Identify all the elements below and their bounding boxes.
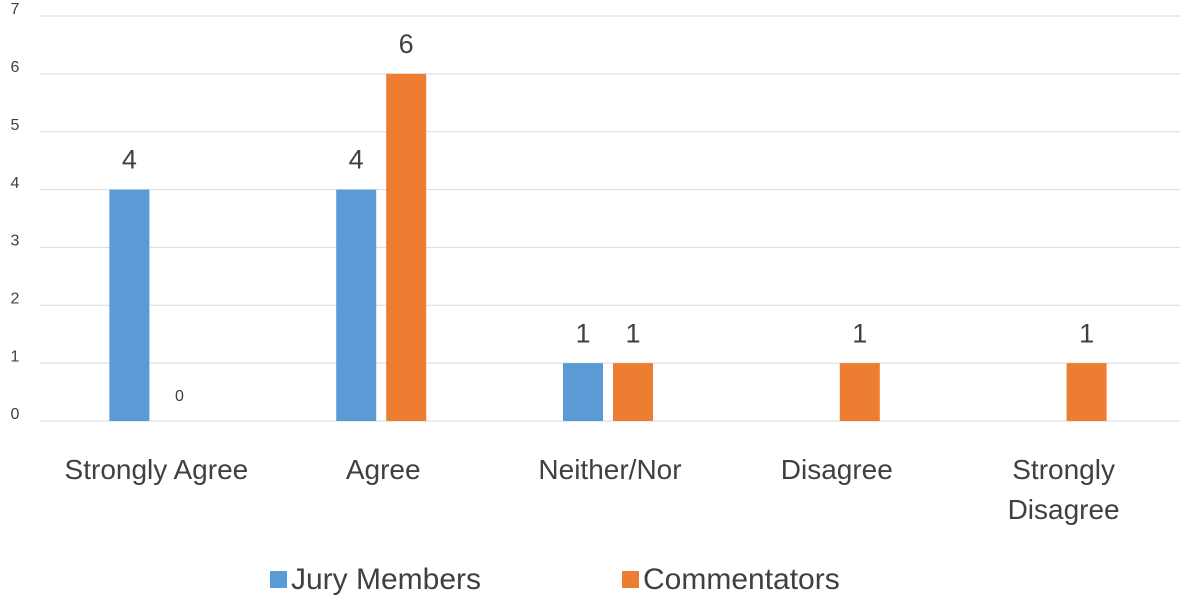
- bar: [386, 73, 427, 421]
- y-tick-label: 7: [11, 1, 20, 18]
- legend-label: Jury Members: [291, 563, 481, 596]
- y-tick-label: 5: [11, 117, 20, 134]
- bar: [1066, 363, 1107, 421]
- y-tick-label: 3: [11, 233, 20, 250]
- data-label: 1: [1079, 318, 1094, 348]
- bar: [613, 363, 653, 421]
- y-tick-label: 6: [11, 59, 20, 76]
- x-tick-label: Strongly Agree: [64, 454, 249, 485]
- legend-swatch: [270, 571, 287, 588]
- y-tick-label: 0: [11, 406, 20, 423]
- y-tick-label: 4: [11, 175, 20, 192]
- data-label: 6: [399, 29, 414, 59]
- data-label: 1: [852, 318, 867, 348]
- legend-label: Commentators: [643, 563, 840, 596]
- data-label: 1: [625, 318, 640, 348]
- data-label: 1: [575, 318, 590, 348]
- bar: [563, 363, 603, 421]
- bar: [839, 363, 880, 421]
- x-tick-label: Disagree: [780, 454, 893, 485]
- x-tick-label: Strongly Disagree: [1007, 454, 1120, 525]
- x-tick-label: Neither/Nor: [538, 454, 682, 485]
- x-tick-label: Agree: [345, 454, 421, 485]
- data-label: 0: [175, 388, 184, 405]
- y-tick-label: 2: [11, 291, 20, 308]
- data-label: 4: [122, 145, 137, 175]
- data-label: 4: [349, 145, 364, 175]
- y-tick-label: 1: [11, 348, 20, 365]
- legend-swatch: [622, 571, 639, 588]
- bar: [109, 189, 150, 421]
- bar: [336, 189, 377, 421]
